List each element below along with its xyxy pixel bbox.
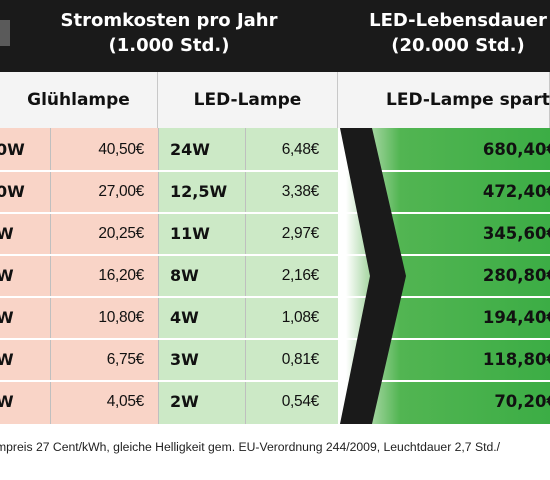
- gluh-wattage: 0W: [0, 140, 25, 159]
- row-divider: [0, 380, 550, 382]
- row-divider: [0, 338, 550, 340]
- gluh-wattage: W: [0, 266, 14, 285]
- led-cost: 1,08€: [281, 309, 320, 326]
- savings-value: 280,80€: [482, 266, 550, 285]
- led-lampe-column: [158, 128, 338, 424]
- led-wattage: 8W: [170, 266, 199, 285]
- header-right-line2: (20.000 Std.): [391, 35, 525, 56]
- gluh-wattage: W: [0, 308, 14, 327]
- gluh-wattage: W: [0, 224, 14, 243]
- led-wattage: 2W: [170, 392, 199, 411]
- led-wattage: 11W: [170, 224, 210, 243]
- gluh-cost: 16,20€: [98, 267, 144, 284]
- led-cost: 2,16€: [281, 267, 320, 284]
- gluhlampe-column: [0, 128, 158, 424]
- led-cost: 3,38€: [281, 183, 320, 200]
- footnote: mpreis 27 Cent/kWh, gleiche Helligkeit g…: [0, 440, 501, 454]
- logo-fragment-icon: [0, 20, 10, 46]
- header-right-line1: LED-Lebensdauer: [369, 10, 547, 31]
- right-arrow-chevron-icon: [340, 128, 406, 424]
- gluh-wattage: 0W: [0, 182, 25, 201]
- led-wattage: 3W: [170, 350, 199, 369]
- column-header-led-lampe: LED-Lampe: [158, 72, 338, 128]
- savings-value: 70,20€: [494, 392, 550, 411]
- row-divider: [0, 170, 550, 172]
- savings-value: 194,40€: [482, 308, 550, 327]
- gluh-cost: 10,80€: [98, 309, 144, 326]
- led-wattage: 24W: [170, 140, 210, 159]
- column-header-led-spart: LED-Lampe spart: [338, 72, 550, 128]
- column-divider: [158, 128, 159, 424]
- footer-divider: [0, 424, 550, 426]
- row-divider: [0, 296, 550, 298]
- column-header-gluhlampe: Glühlampe: [0, 72, 158, 128]
- gluh-cost: 40,50€: [98, 141, 144, 158]
- gluh-cost: 20,25€: [98, 225, 144, 242]
- column-divider: [245, 128, 246, 424]
- row-divider: [0, 254, 550, 256]
- header-electricity-costs: Stromkosten pro Jahr (1.000 Std.): [0, 8, 338, 58]
- gluh-wattage: W: [0, 392, 14, 411]
- header-left-line2: (1.000 Std.): [108, 35, 230, 56]
- row-divider: [0, 212, 550, 214]
- gluh-cost: 4,05€: [106, 393, 145, 410]
- gluh-cost: 6,75€: [106, 351, 145, 368]
- savings-value: 345,60€: [482, 224, 550, 243]
- led-wattage: 4W: [170, 308, 199, 327]
- led-cost: 6,48€: [281, 141, 320, 158]
- led-wattage: 12,5W: [170, 182, 228, 201]
- column-divider: [50, 128, 51, 424]
- header-left-line1: Stromkosten pro Jahr: [60, 10, 278, 31]
- gluh-cost: 27,00€: [98, 183, 144, 200]
- table-header-bar: [0, 0, 550, 72]
- led-cost: 0,81€: [281, 351, 320, 368]
- savings-value: 680,40€: [482, 140, 550, 159]
- gluh-wattage: W: [0, 350, 14, 369]
- led-cost: 0,54€: [281, 393, 320, 410]
- savings-value: 472,40€: [482, 182, 550, 201]
- savings-value: 118,80€: [482, 350, 550, 369]
- header-led-lifetime: LED-Lebensdauer (20.000 Std.): [338, 8, 550, 58]
- led-cost: 2,97€: [281, 225, 320, 242]
